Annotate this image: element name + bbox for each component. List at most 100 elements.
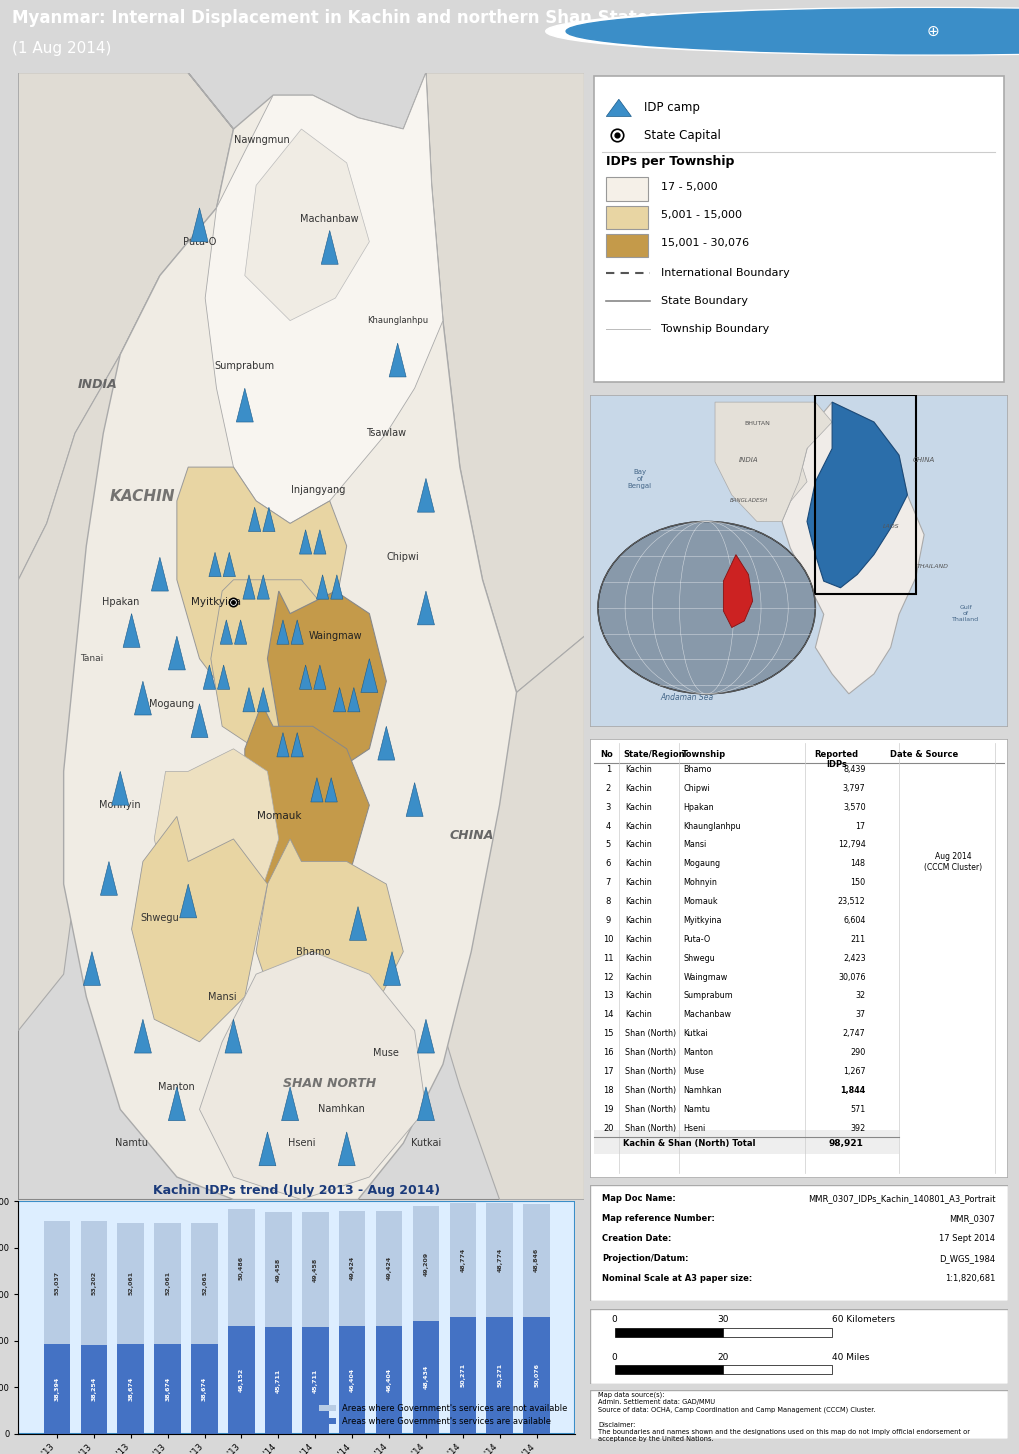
Text: Puta-O: Puta-O xyxy=(182,237,216,247)
Polygon shape xyxy=(267,590,386,771)
Polygon shape xyxy=(123,614,140,647)
Polygon shape xyxy=(330,574,342,599)
Polygon shape xyxy=(417,1019,434,1053)
Bar xyxy=(117,1343,144,1434)
Polygon shape xyxy=(263,507,275,532)
Polygon shape xyxy=(347,688,360,712)
Text: Map data source(s):
Admin. Settlement data: GAD/MMU
Source of data: OCHA, Camp C: Map data source(s): Admin. Settlement da… xyxy=(597,1391,969,1442)
Polygon shape xyxy=(389,343,406,377)
Polygon shape xyxy=(377,727,394,760)
Text: 6: 6 xyxy=(605,859,610,868)
Text: Shwegu: Shwegu xyxy=(141,913,179,923)
Text: Kachin: Kachin xyxy=(625,992,651,1000)
Text: Shan (North): Shan (North) xyxy=(625,1067,676,1076)
Text: 37: 37 xyxy=(855,1011,865,1019)
Text: Bhamo: Bhamo xyxy=(683,765,711,774)
Bar xyxy=(44,1221,70,1345)
Text: 45,711: 45,711 xyxy=(275,1368,280,1393)
Text: 12,794: 12,794 xyxy=(837,840,865,849)
Text: Shan (North): Shan (North) xyxy=(625,1029,676,1038)
Text: 48,846: 48,846 xyxy=(534,1248,539,1272)
Polygon shape xyxy=(256,839,403,1041)
Bar xyxy=(338,1326,365,1434)
Text: Machanbaw: Machanbaw xyxy=(683,1011,731,1019)
Polygon shape xyxy=(417,478,434,512)
Text: D_WGS_1984: D_WGS_1984 xyxy=(938,1253,995,1262)
Polygon shape xyxy=(243,688,255,712)
Polygon shape xyxy=(403,637,584,1200)
Text: 53,037: 53,037 xyxy=(54,1271,59,1294)
Text: 49,424: 49,424 xyxy=(386,1256,391,1281)
Polygon shape xyxy=(249,507,261,532)
Text: 49,458: 49,458 xyxy=(275,1258,280,1282)
Text: 5: 5 xyxy=(605,840,610,849)
Text: 60 Kilometers: 60 Kilometers xyxy=(832,1316,895,1325)
Text: 17 - 5,000: 17 - 5,000 xyxy=(660,182,716,192)
Text: 12: 12 xyxy=(602,973,613,981)
Text: Mogaung: Mogaung xyxy=(149,699,194,708)
Bar xyxy=(338,1211,365,1326)
Text: 49,458: 49,458 xyxy=(313,1258,318,1282)
Text: Township Boundary: Township Boundary xyxy=(660,324,768,334)
Text: Kachin: Kachin xyxy=(625,765,651,774)
Text: 0: 0 xyxy=(611,1316,616,1325)
Text: Khaunglanhpu: Khaunglanhpu xyxy=(683,822,741,830)
Bar xyxy=(605,205,647,230)
Text: 30: 30 xyxy=(717,1316,729,1325)
Text: Shan (North): Shan (North) xyxy=(625,1105,676,1114)
Text: Tanai: Tanai xyxy=(81,654,104,663)
Bar xyxy=(117,1223,144,1343)
Text: THAILAND: THAILAND xyxy=(916,564,948,569)
Text: 3: 3 xyxy=(605,803,610,811)
Text: 30,076: 30,076 xyxy=(838,973,865,981)
FancyBboxPatch shape xyxy=(589,395,1007,727)
Text: CHINA: CHINA xyxy=(448,829,493,842)
Text: 17: 17 xyxy=(602,1067,613,1076)
Text: 17: 17 xyxy=(855,822,865,830)
Polygon shape xyxy=(325,778,337,803)
Polygon shape xyxy=(290,619,303,644)
Text: Hseni: Hseni xyxy=(287,1138,315,1149)
Bar xyxy=(605,177,647,201)
Text: Bhamo: Bhamo xyxy=(296,947,329,957)
Text: 18: 18 xyxy=(602,1086,613,1095)
Bar xyxy=(228,1326,255,1434)
Bar xyxy=(614,1364,722,1374)
Text: 53,202: 53,202 xyxy=(92,1271,96,1296)
Polygon shape xyxy=(151,557,168,590)
Text: MMR_0307: MMR_0307 xyxy=(949,1214,995,1223)
Text: 32: 32 xyxy=(855,992,865,1000)
Text: 49,209: 49,209 xyxy=(423,1252,428,1275)
Text: 2: 2 xyxy=(605,784,610,792)
Text: Manton: Manton xyxy=(158,1082,195,1092)
Text: Namtu: Namtu xyxy=(683,1105,710,1114)
Polygon shape xyxy=(211,580,346,749)
Text: 50,271: 50,271 xyxy=(497,1362,501,1387)
Text: No: No xyxy=(599,750,612,759)
Text: SHAN NORTH: SHAN NORTH xyxy=(283,1077,376,1090)
Text: Momauk: Momauk xyxy=(683,897,717,906)
Polygon shape xyxy=(361,659,377,692)
Polygon shape xyxy=(63,73,516,1200)
Title: Kachin IDPs trend (July 2013 - Aug 2014): Kachin IDPs trend (July 2013 - Aug 2014) xyxy=(153,1184,440,1197)
Text: State Capital: State Capital xyxy=(643,129,720,141)
Text: 0: 0 xyxy=(611,1354,616,1362)
Text: Manton: Manton xyxy=(683,1048,713,1057)
Text: 4: 4 xyxy=(605,822,610,830)
Bar xyxy=(814,395,915,595)
Text: BANGLADESH: BANGLADESH xyxy=(729,497,766,503)
Circle shape xyxy=(597,522,814,694)
Text: Injangyang: Injangyang xyxy=(290,484,345,494)
Text: Mansi: Mansi xyxy=(683,840,706,849)
Text: 20: 20 xyxy=(602,1124,613,1133)
Text: 50,076: 50,076 xyxy=(534,1364,539,1387)
Text: Kachin: Kachin xyxy=(625,897,651,906)
Polygon shape xyxy=(225,1019,242,1053)
Text: 52,061: 52,061 xyxy=(202,1271,207,1296)
Text: Myitkyina: Myitkyina xyxy=(192,598,242,608)
Text: KACHIN: KACHIN xyxy=(110,489,175,505)
Text: 3,797: 3,797 xyxy=(842,784,865,792)
Polygon shape xyxy=(234,619,247,644)
Text: Shan (North): Shan (North) xyxy=(625,1124,676,1133)
Text: 52,061: 52,061 xyxy=(128,1271,133,1296)
